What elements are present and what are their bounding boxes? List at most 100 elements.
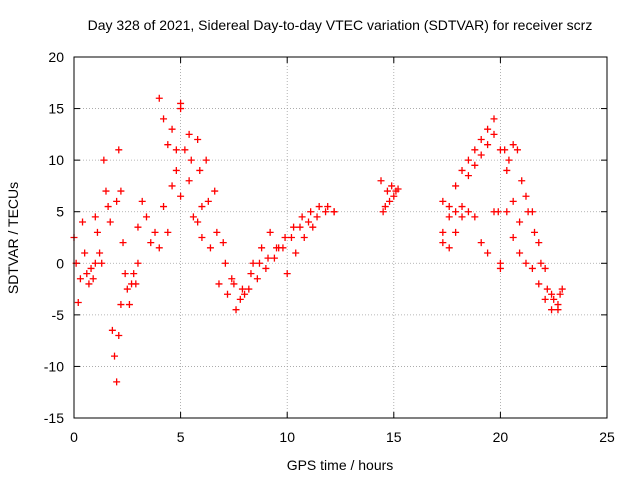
data-point: [230, 280, 238, 288]
series-track-d: [134, 166, 185, 252]
data-point: [138, 197, 146, 205]
data-point: [471, 161, 479, 169]
data-point: [296, 223, 304, 231]
x-tick-label: 25: [599, 429, 615, 445]
data-point: [81, 249, 89, 257]
data-point: [113, 378, 121, 386]
series-track-m: [496, 141, 564, 303]
series-track-i: [377, 177, 402, 216]
data-point: [496, 264, 504, 272]
data-point: [168, 125, 176, 133]
data-point: [477, 151, 485, 159]
data-point: [142, 213, 150, 221]
data-point: [172, 146, 180, 154]
data-point: [484, 125, 492, 133]
data-point: [535, 239, 543, 247]
data-point: [258, 244, 266, 252]
data-point: [322, 208, 330, 216]
data-point: [390, 192, 398, 200]
series-track-a: [70, 218, 99, 306]
data-point: [541, 264, 549, 272]
data-point: [275, 244, 283, 252]
data-point: [313, 213, 321, 221]
data-point: [394, 185, 402, 193]
data-point: [177, 192, 185, 200]
series-track-e: [155, 94, 206, 241]
y-tick-label: 0: [56, 255, 64, 271]
data-point: [528, 208, 536, 216]
x-tick-label: 5: [177, 429, 185, 445]
data-point: [445, 203, 453, 211]
data-point: [196, 166, 204, 174]
data-point: [307, 208, 315, 216]
y-tick-label: 15: [48, 101, 64, 117]
data-point: [123, 285, 131, 293]
data-point: [172, 166, 180, 174]
data-point: [228, 275, 236, 283]
data-point: [198, 234, 206, 241]
axis-ticks: [73, 56, 608, 419]
y-tick-label: -5: [52, 307, 65, 323]
data-point: [249, 259, 257, 267]
data-point: [147, 239, 155, 247]
data-point: [503, 208, 511, 216]
data-point: [213, 228, 221, 236]
data-point: [556, 290, 564, 298]
data-point: [79, 218, 87, 226]
data-point: [264, 254, 272, 262]
data-point: [76, 275, 84, 283]
data-point: [74, 298, 82, 306]
data-point: [309, 223, 317, 231]
y-tick-label: -15: [44, 410, 64, 426]
chart-title: Day 328 of 2021, Sidereal Day-to-day VTE…: [88, 17, 593, 33]
data-point: [528, 264, 536, 272]
data-point: [245, 285, 253, 293]
data-point: [202, 156, 210, 164]
data-point: [181, 146, 189, 154]
data-point: [298, 213, 306, 221]
data-point: [104, 203, 112, 211]
data-point: [548, 306, 556, 314]
data-point: [215, 280, 223, 288]
data-point: [151, 228, 159, 236]
data-point: [125, 301, 133, 309]
data-point: [113, 197, 121, 205]
data-point: [266, 228, 274, 236]
data-point: [155, 244, 163, 252]
data-point: [522, 192, 530, 200]
data-point: [134, 259, 142, 267]
data-point: [102, 187, 110, 195]
data-point: [130, 270, 138, 278]
series-track-l: [439, 208, 498, 257]
data-point: [477, 136, 485, 144]
series-track-o: [496, 208, 562, 314]
data-point: [305, 218, 313, 226]
data-point: [91, 213, 99, 221]
data-point: [509, 234, 517, 241]
data-point: [132, 280, 140, 288]
data-point: [541, 295, 549, 303]
grid-lines: [74, 57, 607, 418]
data-point: [516, 249, 524, 257]
data-point: [458, 213, 466, 221]
data-point: [377, 177, 385, 185]
data-point: [134, 223, 142, 231]
data-point: [518, 177, 526, 185]
data-point: [164, 141, 172, 149]
data-point: [281, 234, 289, 241]
data-point: [206, 244, 214, 252]
data-point: [379, 208, 387, 216]
data-point: [458, 166, 466, 174]
data-point: [96, 249, 104, 257]
data-point: [221, 259, 229, 267]
data-point: [324, 203, 332, 211]
data-point: [121, 270, 129, 278]
data-point: [91, 259, 99, 267]
series-track-c: [113, 146, 142, 309]
y-tick-labels: -15 -10 -5 0 5 10 15 20: [44, 49, 64, 426]
data-point: [168, 182, 176, 190]
data-point: [484, 249, 492, 257]
data-point: [270, 254, 278, 262]
data-point: [445, 213, 453, 221]
